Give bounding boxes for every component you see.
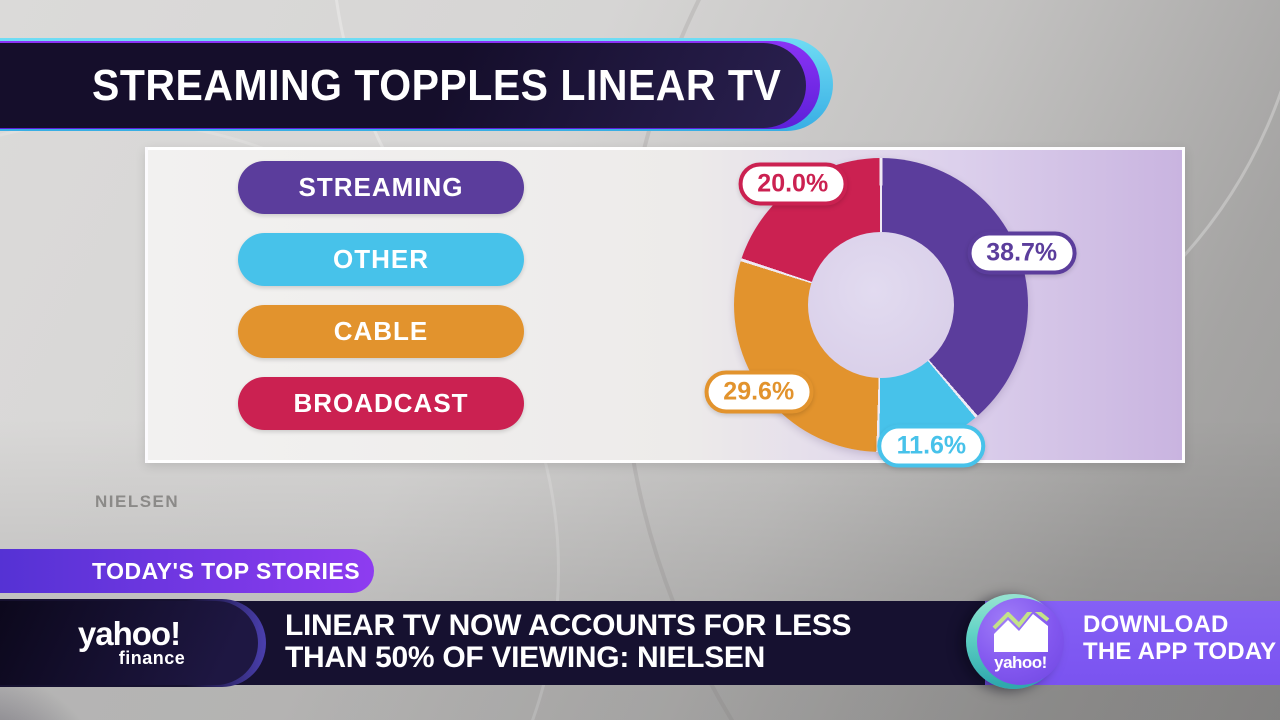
chart-legend: STREAMING OTHER CABLE BROADCAST [238,161,524,430]
line-chart-icon [992,612,1049,652]
legend-pill-streaming: STREAMING [238,161,524,214]
donut-label-broadcast: 20.0% [738,162,848,206]
chart-panel: STREAMING OTHER CABLE BROADCAST 38.7% 11.6% 2… [145,147,1185,468]
headline-line-1: LINEAR TV NOW ACCOUNTS FOR LESS [285,609,852,642]
yahoo-finance-label: finance [118,648,186,668]
download-app-text: DOWNLOAD THE APP TODAY [1083,611,1276,665]
legend-pill-cable: CABLE [238,305,524,358]
donut-label-other: 11.6% [877,424,986,468]
source-label: NIELSEN [95,492,180,511]
legend-pill-broadcast: BROADCAST [238,377,524,430]
page-title: STREAMING TOPPLES LINEAR TV [92,60,782,110]
donut-label-streaming: 38.7% [967,231,1077,275]
brand-lozenge: yahoo! finance [0,601,258,685]
top-stories-banner: TODAY'S TOP STORIES [0,549,374,593]
donut-label-cable: 29.6% [704,370,814,414]
yahoo-app-badge: yahoo! [977,598,1064,685]
download-line-2: THE APP TODAY [1083,638,1277,665]
headline: LINEAR TV NOW ACCOUNTS FOR LESS THAN 50%… [285,609,852,674]
yahoo-logo: yahoo! [77,615,181,652]
badge-yahoo-label: yahoo! [994,653,1047,672]
ticker-bar: yahoo! finance LINEAR TV NOW ACCOUNTS FO… [0,594,1280,689]
headline-line-2: THAN 50% OF VIEWING: NIELSEN [285,641,765,674]
title-banner-plate: STREAMING TOPPLES LINEAR TV [0,43,806,128]
legend-pill-other: OTHER [238,233,524,286]
donut-hole [808,232,954,378]
top-stories-label: TODAY'S TOP STORIES [92,557,361,584]
download-line-1: DOWNLOAD [1083,611,1229,638]
title-banner: STREAMING TOPPLES LINEAR TV [0,38,840,131]
